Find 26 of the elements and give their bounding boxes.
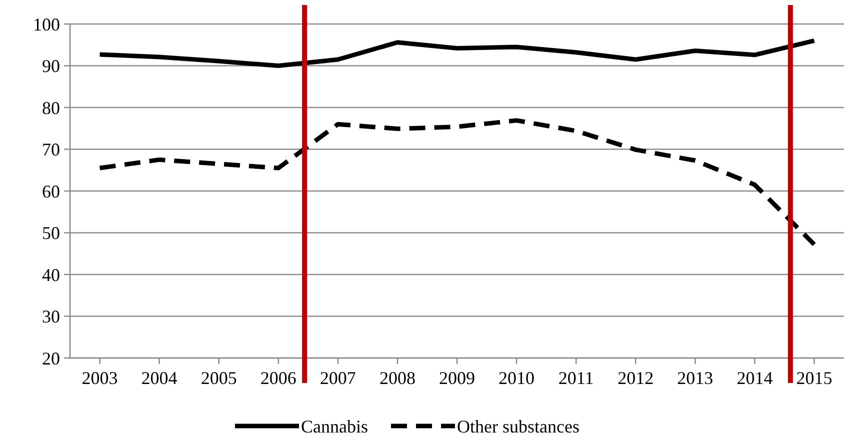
line-series [98,38,816,68]
x-tick-label: 2004 [141,368,178,388]
x-tick-label: 2008 [379,368,416,388]
y-tick-label: 70 [42,140,60,160]
legend-label: Other substances [457,416,580,436]
y-tick-label: 80 [42,98,60,118]
x-tick-label: 2003 [82,368,118,388]
y-tick-label: 100 [33,14,60,34]
y-tick-label: 40 [42,264,60,285]
line-series [98,118,816,247]
legend-label: Cannabis [301,416,368,436]
y-tick-label: 60 [42,181,60,202]
y-tick-label: 20 [42,348,60,368]
x-tick-label: 2007 [320,368,356,388]
x-tick-label: 2005 [200,368,237,388]
y-tick-label: 90 [42,56,60,76]
x-tick-label: 2011 [558,368,594,388]
x-tick-label: 2015 [796,368,832,388]
x-tick-label: 2014 [736,368,773,388]
x-tick-label: 2012 [618,368,654,388]
y-tick-label: 50 [42,223,60,244]
x-tick-label: 2013 [677,368,714,388]
x-tick-label: 2006 [260,368,296,388]
x-tick-label: 2009 [439,368,475,388]
x-tick-label: 2010 [498,368,535,388]
y-tick-label: 30 [42,306,60,327]
